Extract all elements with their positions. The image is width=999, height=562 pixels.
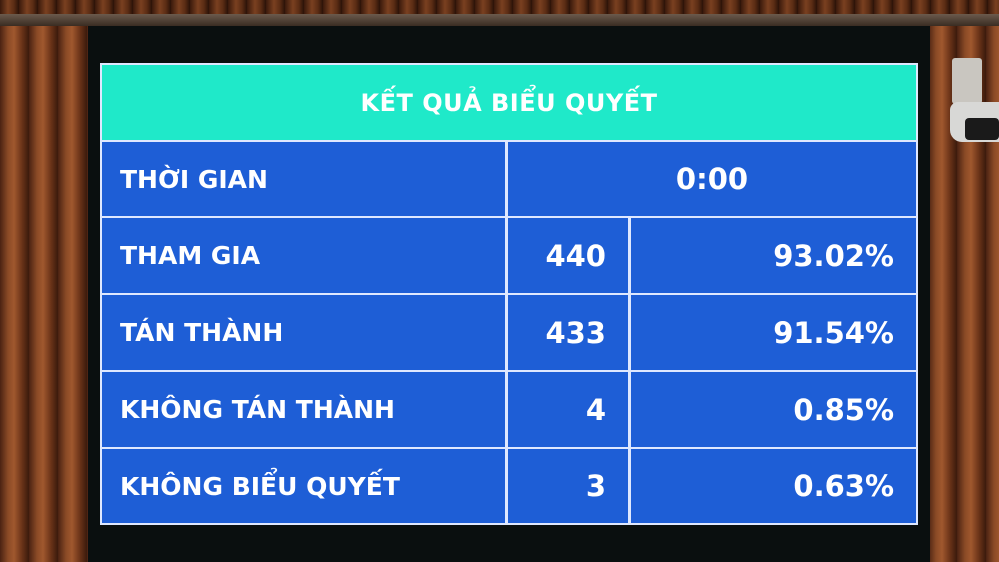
row-label: KHÔNG BIỂU QUYẾT: [102, 449, 505, 523]
wood-panel-top: [0, 0, 999, 14]
row-percent: 93.02%: [631, 218, 916, 293]
camera-lens-icon: [965, 118, 999, 140]
camera-mount-icon: [952, 58, 982, 104]
row-percent: 0.63%: [631, 449, 916, 523]
wood-ledge: [0, 14, 999, 26]
row-count: 440: [508, 218, 628, 293]
time-label: THỜI GIAN: [102, 142, 505, 216]
row-label: TÁN THÀNH: [102, 295, 505, 370]
row-label: KHÔNG TÁN THÀNH: [102, 372, 505, 447]
row-count: 4: [508, 372, 628, 447]
row-label: THAM GIA: [102, 218, 505, 293]
results-title: KẾT QUẢ BIỂU QUYẾT: [102, 65, 916, 140]
row-percent: 0.85%: [631, 372, 916, 447]
row-percent: 91.54%: [631, 295, 916, 370]
row-count: 433: [508, 295, 628, 370]
row-count: 3: [508, 449, 628, 523]
time-value: 0:00: [508, 142, 916, 216]
vote-results-table: KẾT QUẢ BIỂU QUYẾT THỜI GIAN 0:00 THAM G…: [100, 63, 918, 525]
